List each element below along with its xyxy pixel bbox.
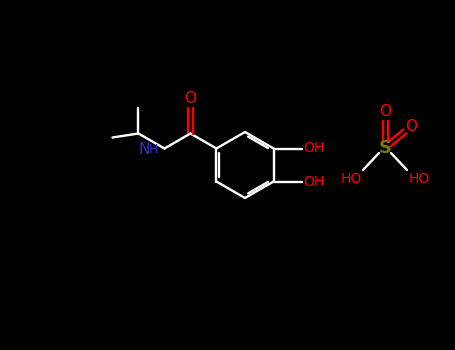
Text: O: O [379,105,391,119]
Text: HO: HO [340,172,362,186]
Text: OH: OH [303,141,324,155]
Text: N: N [139,142,150,157]
Text: S: S [379,139,391,157]
Text: H: H [149,143,158,156]
Text: OH: OH [303,175,324,189]
Text: O: O [184,91,197,106]
Text: HO: HO [409,172,430,186]
Text: O: O [405,119,417,134]
